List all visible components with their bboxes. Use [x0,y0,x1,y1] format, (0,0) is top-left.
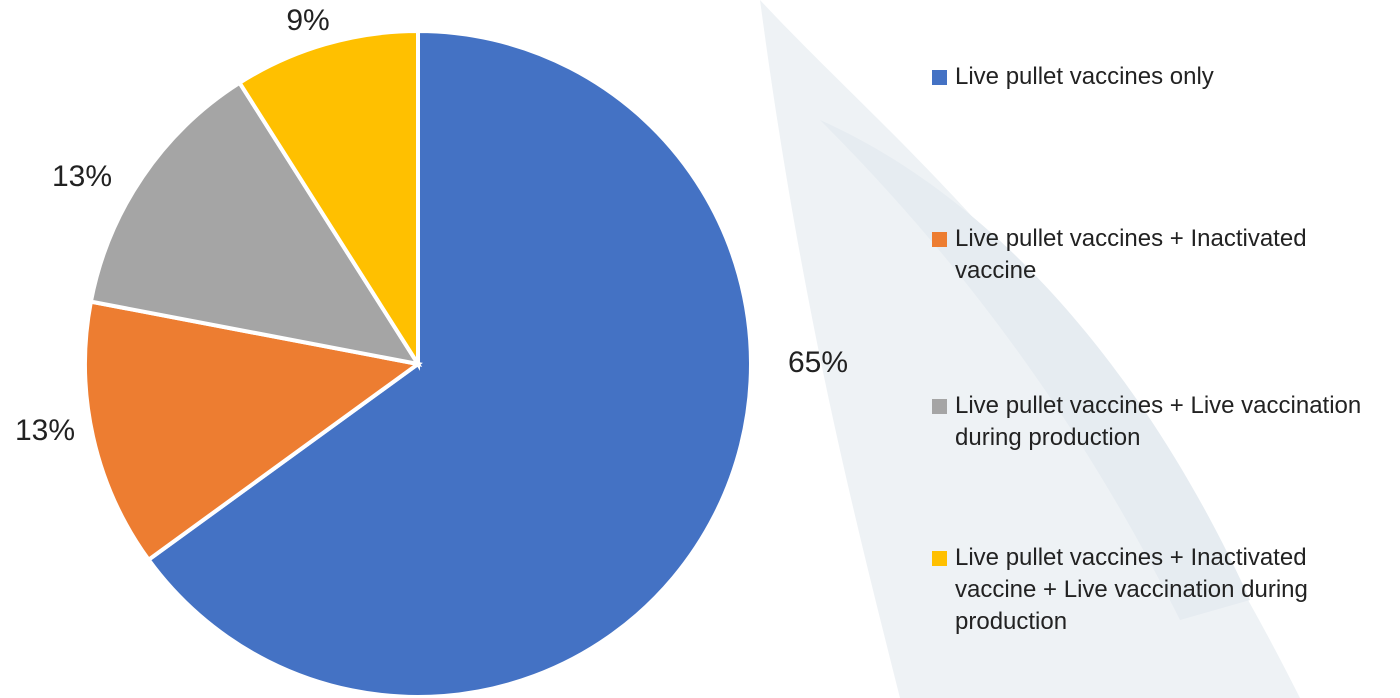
data-label: 9% [286,4,329,37]
legend-swatch [932,70,947,85]
background-feather [820,120,1250,620]
pie-slice [88,80,423,367]
legend-label: Live pullet vaccines + Inactivated vacci… [955,544,1308,635]
data-label: 13% [52,160,112,193]
legend-item: Live pullet vaccines + Live vaccination … [932,390,1392,454]
data-label: 65% [788,346,848,379]
pie-slice [145,28,753,698]
data-label: 13% [15,414,75,447]
legend-item: Live pullet vaccines + Inactivated vacci… [932,223,1392,287]
legend-label: Live pullet vaccines + Live vaccination … [955,392,1362,451]
pie-slice [236,28,420,371]
legend-swatch [932,232,947,247]
legend-label: Live pullet vaccines + Inactivated vacci… [955,225,1307,284]
legend-item: Live pullet vaccines + Inactivated vacci… [932,542,1392,638]
legend-label: Live pullet vaccines only [955,63,1214,90]
legend-item: Live pullet vaccines only [932,61,1392,93]
legend-swatch [932,551,947,566]
legend-swatch [932,399,947,414]
pie-slice [83,299,423,563]
